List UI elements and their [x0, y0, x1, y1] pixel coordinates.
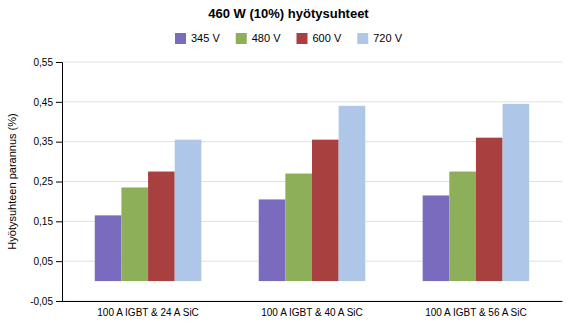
legend-label: 480 V [252, 32, 281, 44]
tick: 100 A IGBT & 40 A SiC [261, 307, 363, 318]
bar [503, 104, 530, 281]
tick-label: 0,25 [34, 176, 54, 187]
tick: 0,05 [34, 256, 62, 267]
axis-title: Hyötysuhteen parannus (%) [6, 113, 18, 249]
bar-series [148, 138, 503, 281]
bar [175, 140, 202, 281]
tick-label: 100 A IGBT & 40 A SiC [261, 307, 363, 318]
bar [449, 172, 476, 282]
tick-label: 0,45 [34, 97, 54, 108]
bar [476, 138, 503, 281]
bars [95, 104, 529, 281]
legend-item: 720 V [357, 32, 402, 44]
legend-item: 480 V [236, 32, 281, 44]
legend: 345 V 480 V 600 V 720 V [175, 32, 403, 44]
tick-mark [56, 182, 62, 183]
tick-label: 100 A IGBT & 56 A SiC [425, 307, 527, 318]
chart: -0,05 0,05 0,15 0,25 0,35 0,45 0,55 100 A IGBT … [0, 0, 577, 331]
bar [95, 215, 122, 281]
tick: 0,55 [34, 57, 62, 68]
tick-label: 0,05 [34, 256, 54, 267]
tick: 100 A IGBT & 24 A SiC [97, 307, 199, 318]
legend-swatch [297, 33, 308, 44]
bar [259, 199, 286, 281]
plot: -0,05 0,05 0,15 0,25 0,35 0,45 0,55 100 A IGBT … [30, 57, 562, 318]
title: 460 W (10%) hyötysuhteet [208, 6, 369, 21]
bar [148, 172, 175, 282]
legend-swatch [357, 33, 368, 44]
bar [285, 174, 312, 282]
axis-domain [56, 63, 63, 302]
axis-domain [63, 301, 563, 302]
y-axis: -0,05 0,05 0,15 0,25 0,35 0,45 0,55 [30, 57, 62, 307]
grid-line [62, 62, 562, 63]
tick-mark [56, 261, 62, 262]
legend-item: 600 V [297, 32, 342, 44]
grid-line [62, 301, 562, 302]
tick: 100 A IGBT & 56 A SiC [425, 307, 527, 318]
tick-mark [56, 142, 62, 143]
bar-series [175, 104, 530, 281]
bar [339, 106, 366, 281]
legend-item: 345 V [175, 32, 220, 44]
bar-series [121, 172, 476, 282]
bar [423, 195, 450, 281]
bar [121, 187, 148, 281]
tick: -0,05 [30, 296, 62, 307]
bar [312, 140, 339, 281]
legend-label: 600 V [313, 32, 342, 44]
tick-mark [56, 221, 62, 222]
tick: 0,35 [34, 136, 62, 147]
x-axis: 100 A IGBT & 24 A SiC 100 A IGBT & 40 A S… [63, 302, 563, 319]
tick-label: 0,15 [34, 216, 54, 227]
tick-label: 0,35 [34, 136, 54, 147]
tick-label: -0,05 [30, 296, 53, 307]
tick: 0,15 [34, 216, 62, 227]
legend-swatch [175, 33, 186, 44]
tick: 0,45 [34, 97, 62, 108]
tick-label: 100 A IGBT & 24 A SiC [97, 307, 199, 318]
legend-swatch [236, 33, 247, 44]
legend-label: 720 V [373, 32, 402, 44]
grid [62, 62, 562, 301]
tick-mark [56, 301, 62, 302]
tick: 0,25 [34, 176, 62, 187]
grid-line [62, 101, 562, 102]
tick-mark [56, 102, 62, 103]
tick-mark [56, 62, 62, 63]
tick-label: 0,55 [34, 57, 54, 68]
legend-label: 345 V [191, 32, 220, 44]
